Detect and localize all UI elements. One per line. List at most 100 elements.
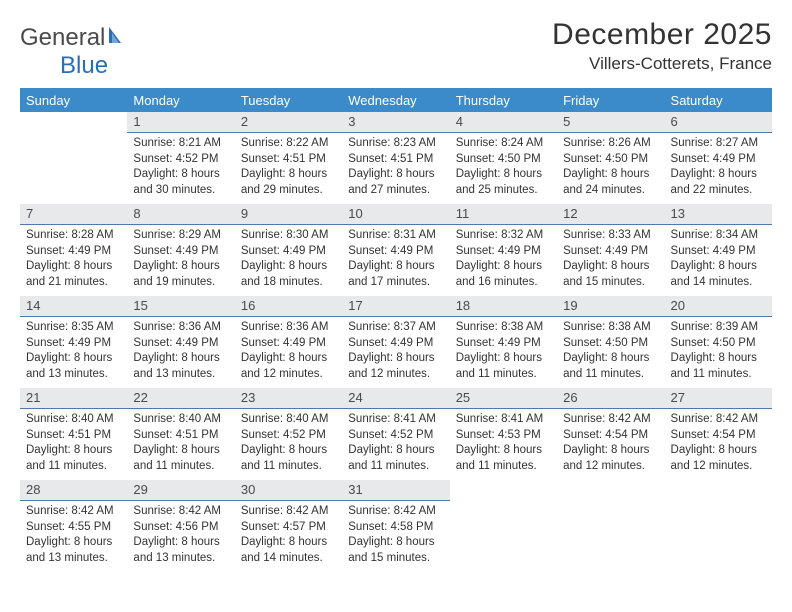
sunset-line: Sunset: 4:53 PM xyxy=(456,428,551,444)
weekday-header: Saturday xyxy=(665,88,772,112)
calendar-day-cell: 9Sunrise: 8:30 AMSunset: 4:49 PMDaylight… xyxy=(235,204,342,296)
calendar-day-cell: 22Sunrise: 8:40 AMSunset: 4:51 PMDayligh… xyxy=(127,388,234,480)
sunrise-line: Sunrise: 8:32 AM xyxy=(456,228,551,244)
day-number: 14 xyxy=(20,296,127,317)
day-details: Sunrise: 8:29 AMSunset: 4:49 PMDaylight:… xyxy=(133,228,228,290)
day-details: Sunrise: 8:26 AMSunset: 4:50 PMDaylight:… xyxy=(563,136,658,198)
calendar-day-cell: 11 Sunrise: 8:32 AMSunset: 4:49 PMDayligh… xyxy=(450,204,557,296)
day-number: 23 xyxy=(235,388,342,409)
weekday-header: Friday xyxy=(557,88,664,112)
logo-word2: Blue xyxy=(60,52,108,80)
day-details: Sunrise: 8:34 AMSunset: 4:49 PMDaylight:… xyxy=(671,228,766,290)
calendar-day-cell: 21 Sunrise: 8:40 AMSunset: 4:51 PMDayligh… xyxy=(20,388,127,480)
day-number: 2 xyxy=(235,112,342,133)
sunrise-line: Sunrise: 8:39 AM xyxy=(671,320,766,336)
daylight-line: Daylight: 8 hours and 24 minutes. xyxy=(563,167,658,198)
sunrise-line: Sunrise: 8:35 AM xyxy=(26,320,121,336)
sunrise-line: Sunrise: 8:36 AM xyxy=(133,320,228,336)
daylight-line: Daylight: 8 hours and 17 minutes. xyxy=(348,259,443,290)
day-number: 15 xyxy=(127,296,234,317)
day-details: Sunrise: 8:42 AMSunset: 4:55 PMDaylight:… xyxy=(26,504,121,566)
sunset-line: Sunset: 4:50 PM xyxy=(671,336,766,352)
sunset-line: Sunset: 4:49 PM xyxy=(671,152,766,168)
calendar-day-cell: 3Sunrise: 8:23 AMSunset: 4:51 PMDaylight… xyxy=(342,112,449,204)
sunset-line: Sunset: 4:50 PM xyxy=(563,152,658,168)
sunrise-line: Sunrise: 8:33 AM xyxy=(563,228,658,244)
day-number: 21 xyxy=(20,388,127,409)
day-details: Sunrise: 8:37 AMSunset: 4:49 PMDaylight:… xyxy=(348,320,443,382)
sunrise-line: Sunrise: 8:26 AM xyxy=(563,136,658,152)
day-number: 31 xyxy=(342,480,449,501)
sunset-line: Sunset: 4:49 PM xyxy=(348,244,443,260)
calendar-day-cell: 7Sunrise: 8:28 AMSunset: 4:49 PMDaylight… xyxy=(20,204,127,296)
calendar-day-cell: 19Sunrise: 8:38 AMSunset: 4:50 PMDayligh… xyxy=(557,296,664,388)
sunset-line: Sunset: 4:51 PM xyxy=(348,152,443,168)
daylight-line: Daylight: 8 hours and 11 minutes. xyxy=(456,443,551,474)
day-details: Sunrise: 8:40 AMSunset: 4:51 PMDaylight:… xyxy=(26,412,121,474)
weekday-header: Tuesday xyxy=(235,88,342,112)
calendar-day-cell: 27Sunrise: 8:42 AMSunset: 4:54 PMDayligh… xyxy=(665,388,772,480)
day-number: 18 xyxy=(450,296,557,317)
day-number: 5 xyxy=(557,112,664,133)
calendar-day-cell: 5 Sunrise: 8:26 AMSunset: 4:50 PMDaylight… xyxy=(557,112,664,204)
sunrise-line: Sunrise: 8:40 AM xyxy=(133,412,228,428)
sunset-line: Sunset: 4:49 PM xyxy=(241,244,336,260)
daylight-line: Daylight: 8 hours and 13 minutes. xyxy=(133,535,228,566)
sunrise-line: Sunrise: 8:36 AM xyxy=(241,320,336,336)
daylight-line: Daylight: 8 hours and 18 minutes. xyxy=(241,259,336,290)
daylight-line: Daylight: 8 hours and 14 minutes. xyxy=(671,259,766,290)
sunrise-line: Sunrise: 8:29 AM xyxy=(133,228,228,244)
sunrise-line: Sunrise: 8:30 AM xyxy=(241,228,336,244)
day-number: 24 xyxy=(342,388,449,409)
sunrise-line: Sunrise: 8:42 AM xyxy=(671,412,766,428)
day-details: Sunrise: 8:27 AMSunset: 4:49 PMDaylight:… xyxy=(671,136,766,198)
daylight-line: Daylight: 8 hours and 11 minutes. xyxy=(563,351,658,382)
daylight-line: Daylight: 8 hours and 12 minutes. xyxy=(348,351,443,382)
sunrise-line: Sunrise: 8:21 AM xyxy=(133,136,228,152)
calendar-day-cell: 6Sunrise: 8:27 AMSunset: 4:49 PMDaylight… xyxy=(665,112,772,204)
sunset-line: Sunset: 4:49 PM xyxy=(26,336,121,352)
calendar-day-cell: 13Sunrise: 8:34 AMSunset: 4:49 PMDayligh… xyxy=(665,204,772,296)
calendar-week-row: 1Sunrise: 8:21 AMSunset: 4:52 PMDaylight… xyxy=(20,112,772,204)
calendar-day-cell: 16Sunrise: 8:36 AMSunset: 4:49 PMDayligh… xyxy=(235,296,342,388)
day-details: Sunrise: 8:41 AMSunset: 4:52 PMDaylight:… xyxy=(348,412,443,474)
calendar-day-cell xyxy=(20,112,127,204)
title-block: December 2025 Villers-Cotterets, France xyxy=(552,18,772,74)
daylight-line: Daylight: 8 hours and 12 minutes. xyxy=(671,443,766,474)
calendar-day-cell: 31 Sunrise: 8:42 AMSunset: 4:58 PMDayligh… xyxy=(342,480,449,572)
day-number: 8 xyxy=(127,204,234,225)
sunset-line: Sunset: 4:52 PM xyxy=(348,428,443,444)
daylight-line: Daylight: 8 hours and 11 minutes. xyxy=(456,351,551,382)
daylight-line: Daylight: 8 hours and 12 minutes. xyxy=(241,351,336,382)
day-number: 11 xyxy=(450,204,557,225)
day-number: 25 xyxy=(450,388,557,409)
sunset-line: Sunset: 4:49 PM xyxy=(456,244,551,260)
page-subtitle: Villers-Cotterets, France xyxy=(552,54,772,74)
daylight-line: Daylight: 8 hours and 11 minutes. xyxy=(133,443,228,474)
logo: General Blue xyxy=(20,24,129,80)
day-details: Sunrise: 8:42 AMSunset: 4:58 PMDaylight:… xyxy=(348,504,443,566)
calendar-day-cell: 15Sunrise: 8:36 AMSunset: 4:49 PMDayligh… xyxy=(127,296,234,388)
calendar-day-cell xyxy=(450,480,557,572)
sunset-line: Sunset: 4:50 PM xyxy=(563,336,658,352)
sunrise-line: Sunrise: 8:40 AM xyxy=(241,412,336,428)
calendar-day-cell: 20Sunrise: 8:39 AMSunset: 4:50 PMDayligh… xyxy=(665,296,772,388)
calendar-day-cell: 4Sunrise: 8:24 AMSunset: 4:50 PMDaylight… xyxy=(450,112,557,204)
calendar-week-row: 7Sunrise: 8:28 AMSunset: 4:49 PMDaylight… xyxy=(20,204,772,296)
day-number: 4 xyxy=(450,112,557,133)
daylight-line: Daylight: 8 hours and 30 minutes. xyxy=(133,167,228,198)
sunset-line: Sunset: 4:49 PM xyxy=(671,244,766,260)
daylight-line: Daylight: 8 hours and 13 minutes. xyxy=(133,351,228,382)
daylight-line: Daylight: 8 hours and 15 minutes. xyxy=(563,259,658,290)
sunrise-line: Sunrise: 8:42 AM xyxy=(241,504,336,520)
calendar-day-cell: 23Sunrise: 8:40 AMSunset: 4:52 PMDayligh… xyxy=(235,388,342,480)
calendar-page: General Blue December 2025 Villers-Cotte… xyxy=(0,0,792,612)
sunset-line: Sunset: 4:54 PM xyxy=(563,428,658,444)
daylight-line: Daylight: 8 hours and 16 minutes. xyxy=(456,259,551,290)
calendar-day-cell: 18Sunrise: 8:38 AMSunset: 4:49 PMDayligh… xyxy=(450,296,557,388)
daylight-line: Daylight: 8 hours and 11 minutes. xyxy=(348,443,443,474)
day-details: Sunrise: 8:42 AMSunset: 4:56 PMDaylight:… xyxy=(133,504,228,566)
calendar-day-cell xyxy=(665,480,772,572)
daylight-line: Daylight: 8 hours and 11 minutes. xyxy=(26,443,121,474)
day-details: Sunrise: 8:36 AMSunset: 4:49 PMDaylight:… xyxy=(241,320,336,382)
